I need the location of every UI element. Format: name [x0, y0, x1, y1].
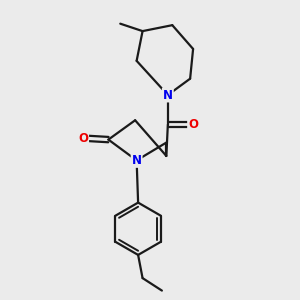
Text: N: N [132, 154, 142, 167]
Text: N: N [163, 88, 173, 101]
Text: O: O [78, 132, 88, 145]
Text: O: O [188, 118, 198, 131]
